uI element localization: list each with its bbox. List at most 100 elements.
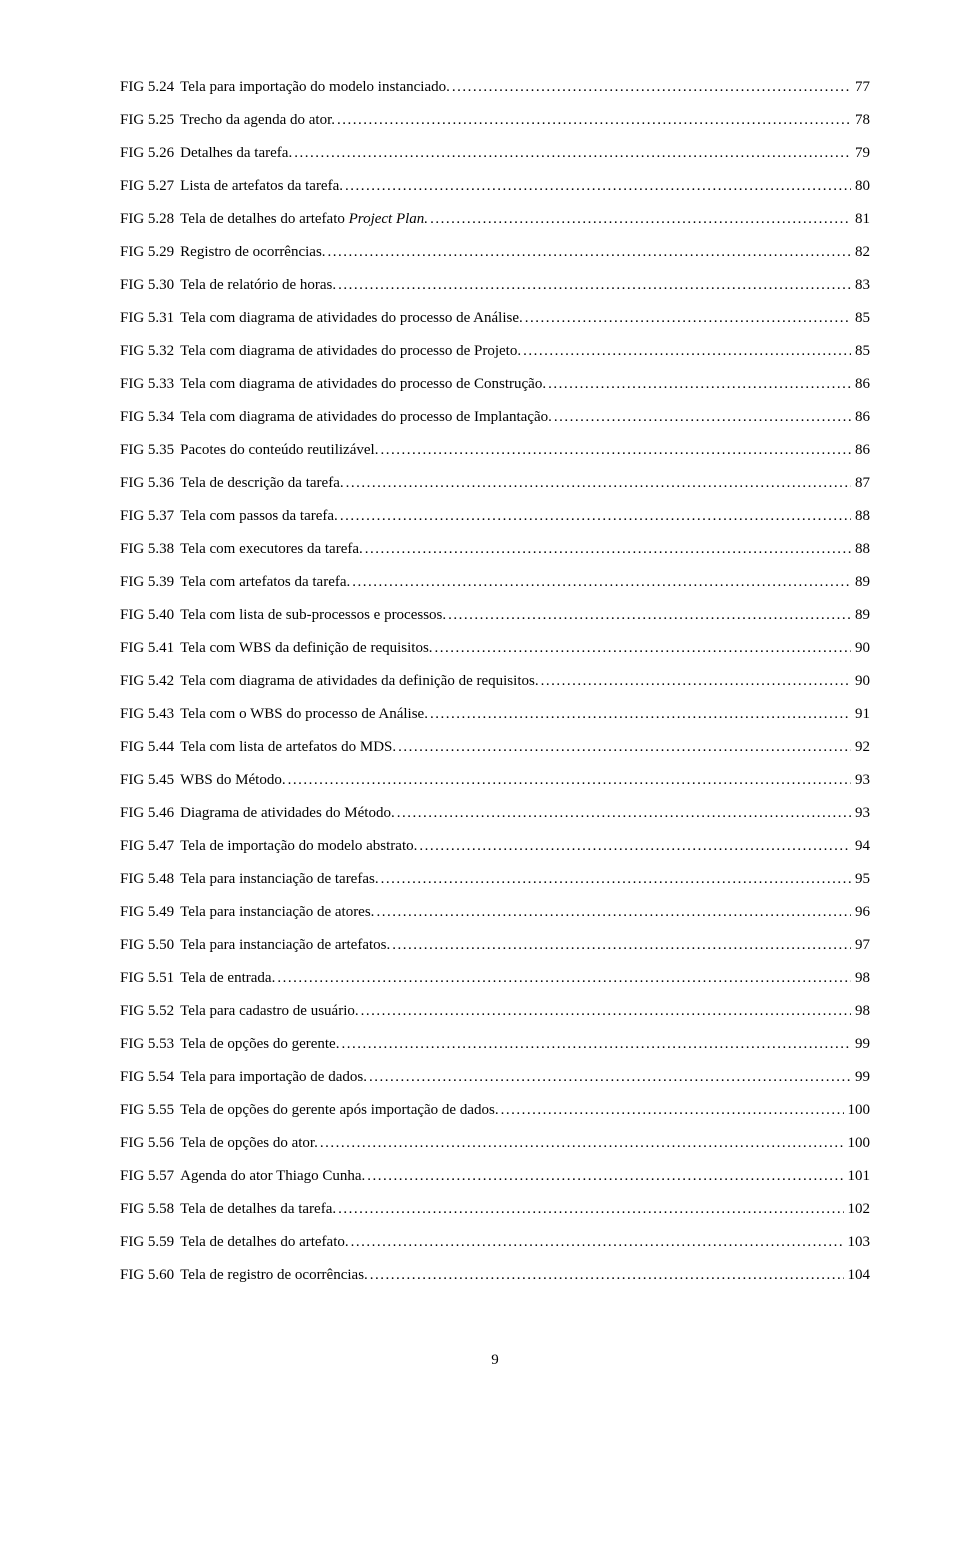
figure-entry: FIG 5.40Tela com lista de sub-processos …	[120, 608, 870, 623]
figure-page: 89	[851, 575, 870, 590]
figure-entry: FIG 5.39Tela com artefatos da tarefa....…	[120, 575, 870, 590]
figure-page: 93	[851, 806, 870, 821]
figure-label: FIG 5.48	[120, 872, 180, 887]
figure-entry: FIG 5.31Tela com diagrama de atividades …	[120, 311, 870, 326]
figure-caption-italic: Project Plan.	[349, 211, 428, 227]
figure-entry: FIG 5.56Tela de opções do ator. ........…	[120, 1136, 870, 1151]
figure-page: 89	[851, 608, 870, 623]
figure-label: FIG 5.44	[120, 740, 180, 755]
figure-label: FIG 5.42	[120, 674, 180, 689]
dot-leader: ........................................…	[349, 1235, 844, 1250]
figure-entry: FIG 5.58Tela de detalhes da tarefa......…	[120, 1202, 870, 1217]
figure-page: 90	[851, 641, 870, 656]
figure-caption: WBS do Método.	[180, 773, 285, 788]
figure-entry: FIG 5.32Tela com diagrama de atividades …	[120, 344, 870, 359]
figure-label: FIG 5.35	[120, 443, 180, 458]
dot-leader: ........................................…	[396, 740, 851, 755]
figure-caption: Tela com diagrama de atividades do proce…	[180, 410, 552, 425]
figure-caption: Tela com executores da tarefa.	[180, 542, 363, 557]
dot-leader: ........................................…	[428, 707, 851, 722]
figure-page: 78	[851, 113, 870, 128]
figure-entry: FIG 5.43Tela com o WBS do processo de An…	[120, 707, 870, 722]
figure-page: 77	[851, 80, 870, 95]
figure-caption: Tela com diagrama de atividades da defin…	[180, 674, 538, 689]
figure-page: 95	[851, 872, 870, 887]
figure-page: 86	[851, 410, 870, 425]
figure-caption: Diagrama de atividades do Método.	[180, 806, 395, 821]
dot-leader: ........................................…	[450, 80, 851, 95]
figure-caption: Lista de artefatos da tarefa.	[180, 179, 343, 194]
dot-leader: ........................................…	[318, 1136, 844, 1151]
figure-entry: FIG 5.47Tela de importação do modelo abs…	[120, 839, 870, 854]
figure-caption: Tela para cadastro de usuário.	[180, 1004, 358, 1019]
figure-label: FIG 5.30	[120, 278, 180, 293]
dot-leader: ........................................…	[374, 905, 851, 920]
figure-label: FIG 5.33	[120, 377, 180, 392]
figure-page: 87	[851, 476, 870, 491]
figure-page: 80	[851, 179, 870, 194]
dot-leader: ........................................…	[344, 476, 851, 491]
figure-label: FIG 5.53	[120, 1037, 180, 1052]
figure-label: FIG 5.46	[120, 806, 180, 821]
figure-label: FIG 5.50	[120, 938, 180, 953]
figure-label: FIG 5.47	[120, 839, 180, 854]
figure-caption: Agenda do ator Thiago Cunha.	[180, 1169, 365, 1184]
figure-caption: Tela de descrição da tarefa.	[180, 476, 343, 491]
figure-entry: FIG 5.37Tela com passos da tarefa. .....…	[120, 509, 870, 524]
dot-leader: ........................................…	[499, 1103, 844, 1118]
figure-label: FIG 5.59	[120, 1235, 180, 1250]
figure-caption: Tela de detalhes do artefato Project Pla…	[180, 212, 428, 227]
figure-caption: Tela com lista de artefatos do MDS.	[180, 740, 396, 755]
dot-leader: ........................................…	[395, 806, 851, 821]
figure-entry: FIG 5.30Tela de relatório de horas......…	[120, 278, 870, 293]
figure-entry: FIG 5.48Tela para instanciação de tarefa…	[120, 872, 870, 887]
figure-label: FIG 5.24	[120, 80, 180, 95]
dot-leader: ........................................…	[336, 1202, 843, 1217]
figure-page: 90	[851, 674, 870, 689]
figure-caption: Tela de entrada.	[180, 971, 275, 986]
figure-page: 85	[851, 344, 870, 359]
figure-entry: FIG 5.59Tela de detalhes do artefato. ..…	[120, 1235, 870, 1250]
figure-entry: FIG 5.38Tela com executores da tarefa. .…	[120, 542, 870, 557]
figure-caption: Tela de registro de ocorrências.	[180, 1268, 368, 1283]
figure-label: FIG 5.60	[120, 1268, 180, 1283]
figure-caption: Tela com diagrama de atividades do proce…	[180, 377, 546, 392]
figure-entry: FIG 5.41Tela com WBS da definição de req…	[120, 641, 870, 656]
figure-caption: Detalhes da tarefa.	[180, 146, 292, 161]
figure-page: 102	[844, 1202, 871, 1217]
dot-leader: ........................................…	[339, 1037, 851, 1052]
figure-page: 88	[851, 542, 870, 557]
figure-label: FIG 5.34	[120, 410, 180, 425]
figure-caption: Tela de detalhes do artefato.	[180, 1235, 348, 1250]
figure-label: FIG 5.52	[120, 1004, 180, 1019]
figure-page: 101	[844, 1169, 871, 1184]
dot-leader: ........................................…	[523, 311, 851, 326]
dot-leader: ........................................…	[378, 443, 851, 458]
figure-page: 98	[851, 971, 870, 986]
figure-caption: Tela com passos da tarefa.	[180, 509, 338, 524]
figure-label: FIG 5.28	[120, 212, 180, 227]
figure-label: FIG 5.43	[120, 707, 180, 722]
dot-leader: ........................................…	[539, 674, 851, 689]
figure-label: FIG 5.54	[120, 1070, 180, 1085]
figure-entry: FIG 5.57Agenda do ator Thiago Cunha. ...…	[120, 1169, 870, 1184]
dot-leader: ........................................…	[350, 575, 851, 590]
figure-caption: Tela de opções do gerente após importaçã…	[180, 1103, 498, 1118]
figure-entry: FIG 5.55Tela de opções do gerente após i…	[120, 1103, 870, 1118]
figure-entry: FIG 5.54Tela para importação de dados. .…	[120, 1070, 870, 1085]
figure-page: 100	[844, 1103, 871, 1118]
figure-label: FIG 5.26	[120, 146, 180, 161]
figure-entry: FIG 5.25Trecho da agenda do ator........…	[120, 113, 870, 128]
dot-leader: ........................................…	[338, 509, 851, 524]
dot-leader: ........................................…	[521, 344, 851, 359]
figure-entry: FIG 5.29Registro de ocorrências.........…	[120, 245, 870, 260]
figure-caption: Tela para importação de dados.	[180, 1070, 367, 1085]
figure-label: FIG 5.45	[120, 773, 180, 788]
figure-entry: FIG 5.33Tela com diagrama de atividades …	[120, 377, 870, 392]
figure-page: 85	[851, 311, 870, 326]
figure-entry: FIG 5.26Detalhes da tarefa..............…	[120, 146, 870, 161]
figure-entry: FIG 5.36Tela de descrição da tarefa.....…	[120, 476, 870, 491]
list-of-figures: FIG 5.24Tela para importação do modelo i…	[120, 80, 870, 1283]
figure-caption: Pacotes do conteúdo reutilizável.	[180, 443, 378, 458]
dot-leader: ........................................…	[275, 971, 851, 986]
